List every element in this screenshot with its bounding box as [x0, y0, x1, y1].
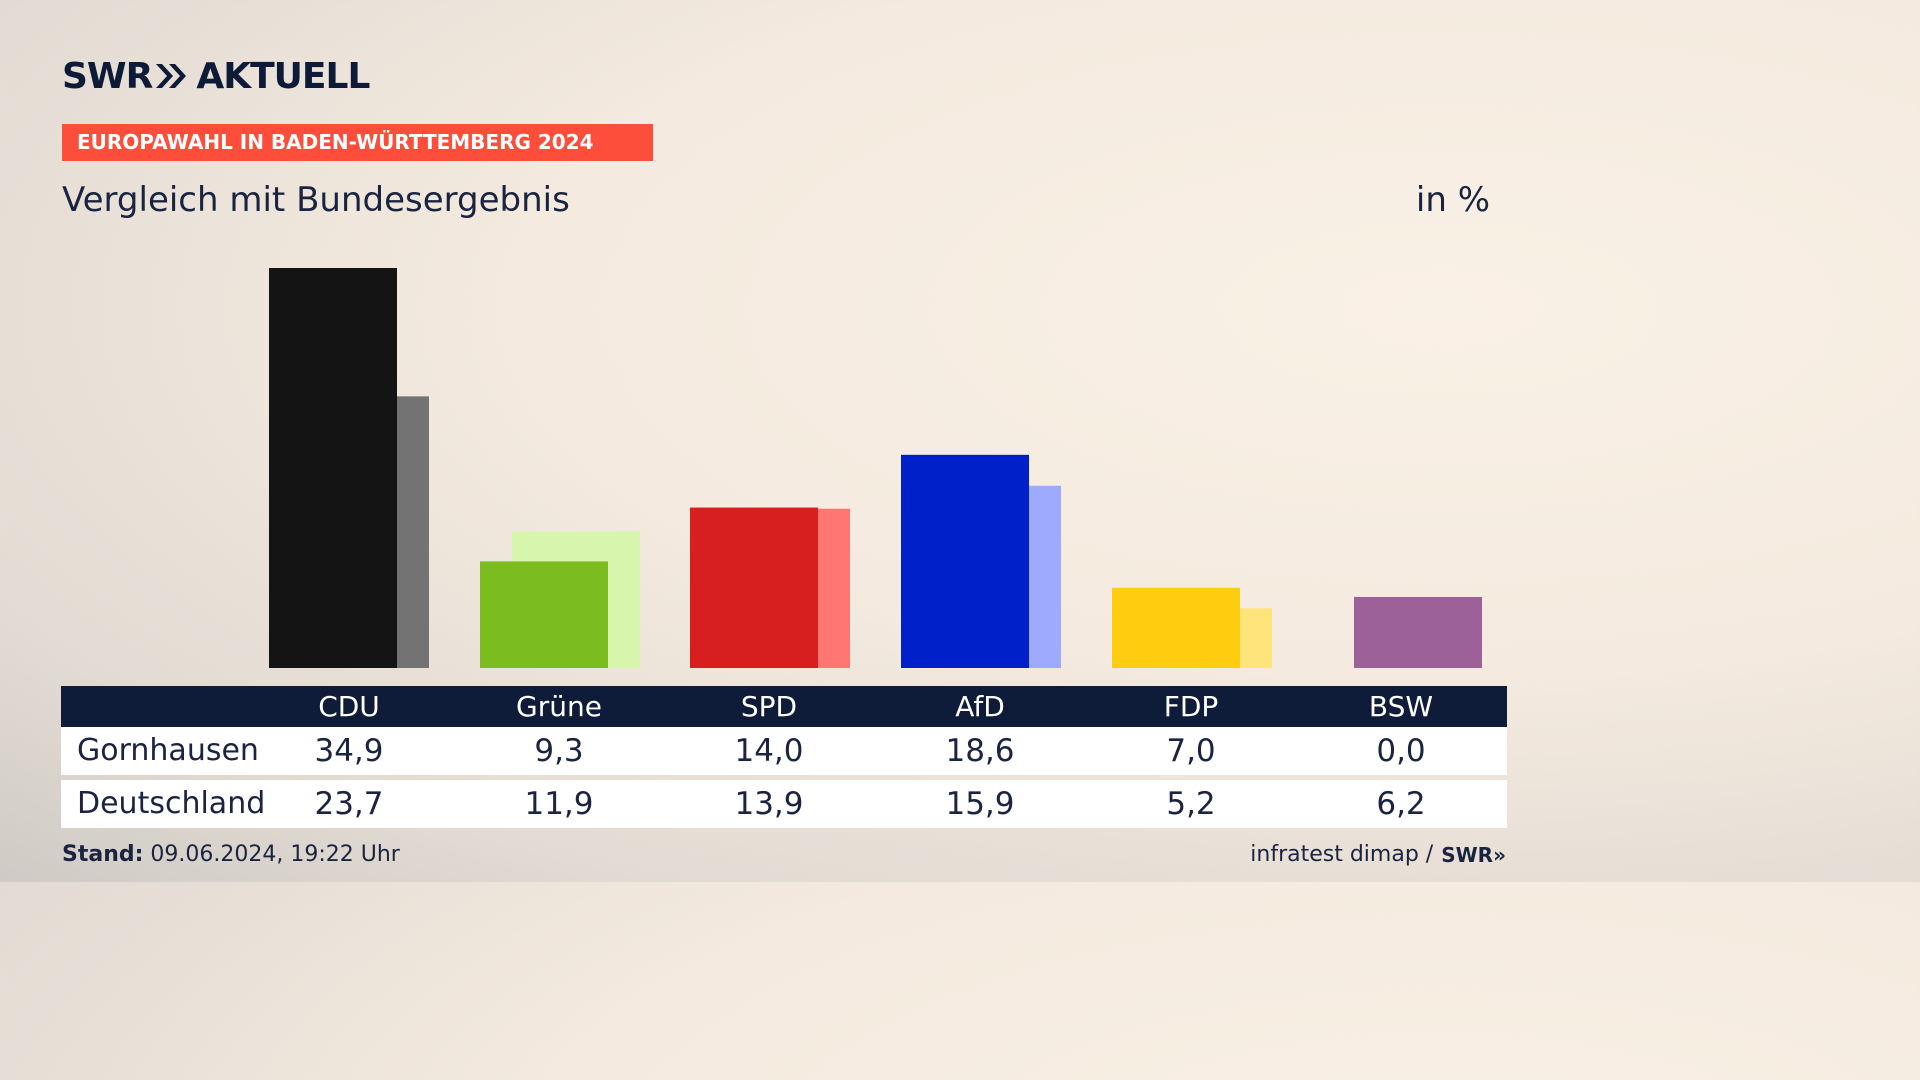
bar-gornhausen-spd	[690, 507, 818, 668]
chevron-double-right-icon: »	[1493, 842, 1506, 867]
source-credit: infratest dimap / SWR»	[1250, 842, 1506, 867]
table-header-row: CDU Grüne SPD AfD FDP BSW	[61, 686, 1507, 727]
table-cell: 15,9	[945, 786, 1015, 822]
column-header-afd: AfD	[955, 690, 1005, 723]
source-brand: SWR	[1441, 842, 1494, 867]
column-header-bsw: BSW	[1368, 690, 1434, 723]
bar-chart	[269, 268, 1482, 668]
source-text: infratest dimap /	[1250, 842, 1434, 867]
bar-gornhausen-grüne	[480, 561, 608, 668]
table-row: Deutschland 23,7 11,9 13,9 15,9 5,2 6,2	[61, 780, 1507, 828]
swr-small-logo: SWR»	[1441, 843, 1506, 867]
column-header-spd: SPD	[740, 690, 798, 723]
timestamp: Stand: 09.06.2024, 19:22 Uhr	[62, 842, 400, 867]
chevron-double-right-icon	[156, 64, 187, 88]
results-table: CDU Grüne SPD AfD FDP BSW Gornhausen 34,9 9,3 1…	[61, 686, 1507, 828]
table-cell: 14,0	[734, 733, 804, 769]
bar-gornhausen-cdu	[269, 268, 397, 668]
swr-aktuell-logo: SWR AKTUELL	[62, 55, 370, 97]
table-cell: 6,2	[1376, 786, 1426, 822]
table-cell: 0,0	[1376, 733, 1426, 769]
row-label: Deutschland	[77, 786, 266, 821]
brand-suffix: AKTUELL	[196, 55, 370, 97]
table-cell: 11,9	[524, 786, 594, 822]
kicker-banner: EUROPAWAHL IN BADEN-WÜRTTEMBERG 2024	[62, 124, 653, 161]
table-cell: 5,2	[1166, 786, 1216, 822]
chart-subtitle: Vergleich mit Bundesergebnis	[62, 180, 570, 220]
table-row: Gornhausen 34,9 9,3 14,0 18,6 7,0 0,0	[61, 727, 1507, 775]
bar-gornhausen-afd	[901, 454, 1029, 668]
column-header-fdp: FDP	[1163, 690, 1219, 723]
table-cell: 23,7	[314, 786, 384, 822]
stand-label: Stand:	[62, 842, 144, 867]
column-header-grüne: Grüne	[516, 690, 602, 723]
column-header-cdu: CDU	[318, 690, 380, 723]
bar-gornhausen-fdp	[1112, 587, 1240, 668]
table-cell: 9,3	[534, 733, 584, 769]
table-cell: 7,0	[1166, 733, 1216, 769]
table-cell: 34,9	[314, 733, 384, 769]
stand-value: 09.06.2024, 19:22 Uhr	[150, 842, 400, 867]
brand-name: SWR	[62, 55, 153, 97]
row-label: Gornhausen	[77, 733, 259, 768]
bar-deutschland-bsw	[1354, 596, 1482, 668]
table-cell: 18,6	[945, 733, 1015, 769]
unit-label: in %	[1415, 180, 1490, 220]
table-cell: 13,9	[734, 786, 804, 822]
